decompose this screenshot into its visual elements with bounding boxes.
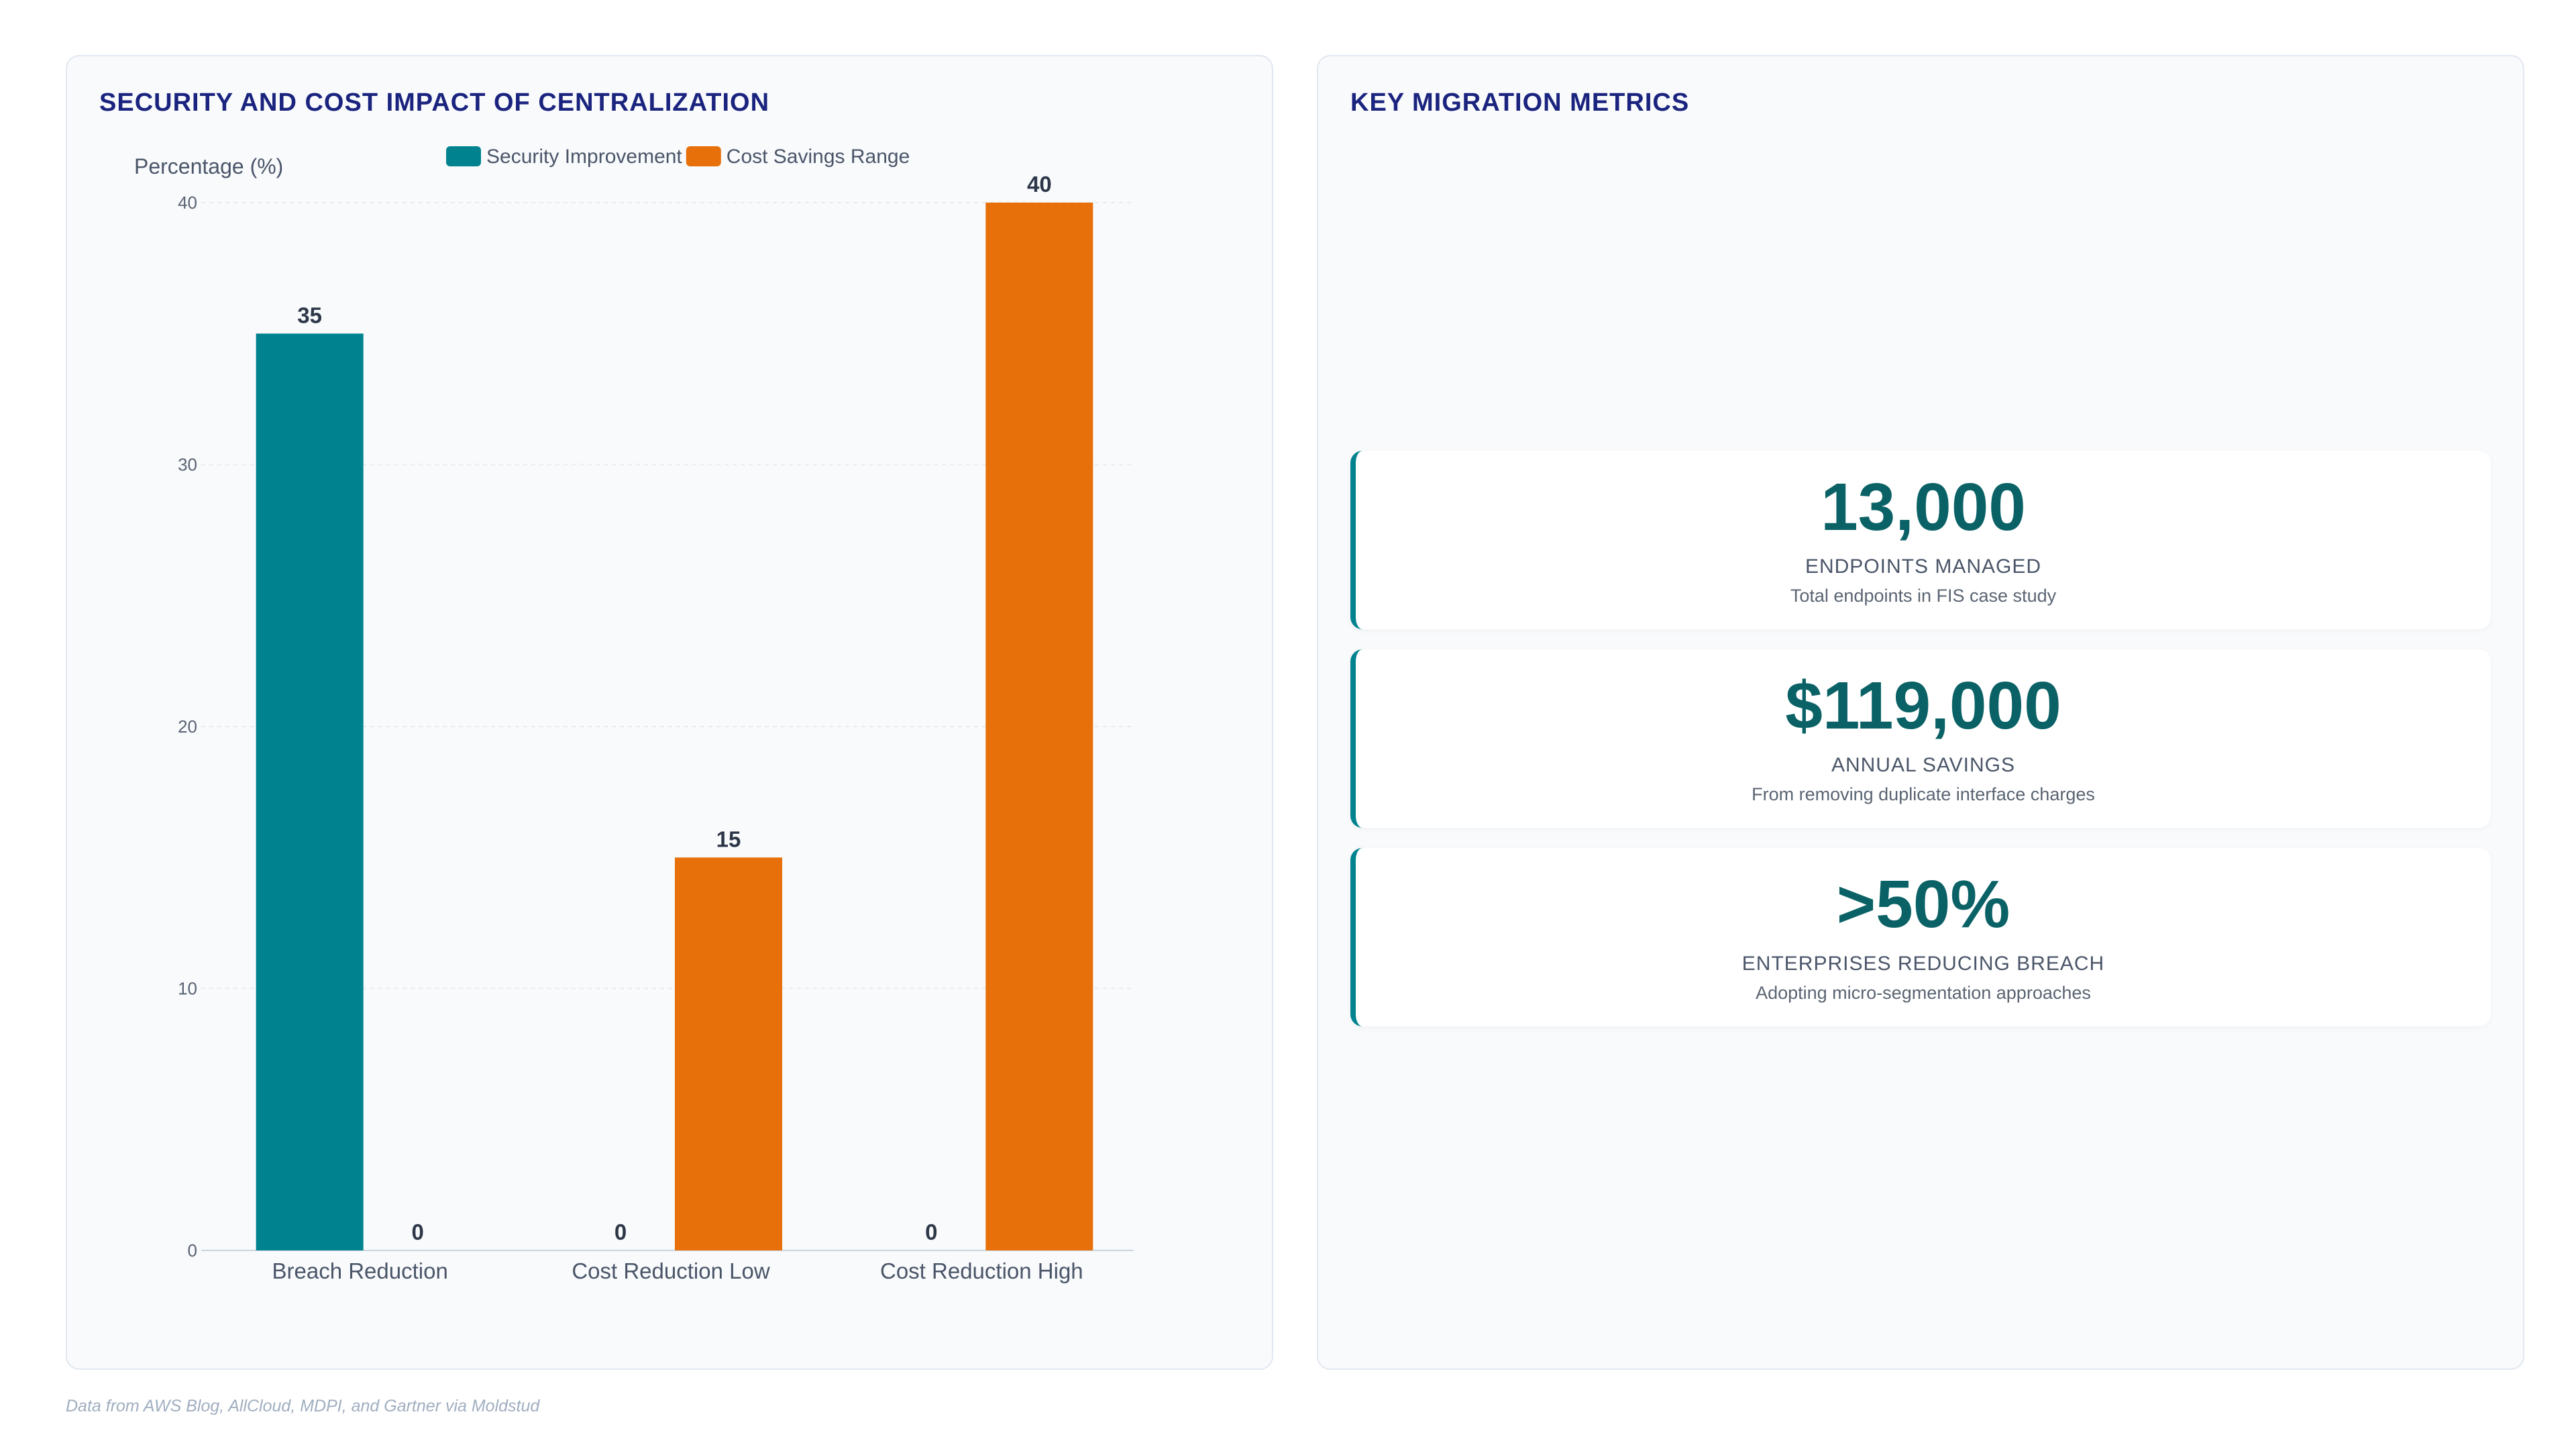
metric-description: Total endpoints in FIS case study [1790, 586, 2057, 606]
legend-label: Cost Savings Range [727, 146, 910, 168]
data-label: 40 [1027, 172, 1052, 197]
metric-card-endpoints: 13,000 ENDPOINTS MANAGED Total endpoints… [1350, 451, 2491, 629]
metric-card-breach: >50% ENTERPRISES REDUCING BREACH Adoptin… [1350, 848, 2491, 1026]
y-tick-label: 0 [188, 1240, 197, 1260]
y-tick-label: 20 [178, 716, 197, 737]
y-axis-label: Percentage (%) [134, 154, 283, 178]
metrics-panel: KEY MIGRATION METRICS 13,000 ENDPOINTS M… [1317, 55, 2524, 1370]
legend-swatch [686, 146, 721, 166]
metric-label: ANNUAL SAVINGS [1831, 754, 2016, 776]
metric-card-savings: $119,000 ANNUAL SAVINGS From removing du… [1350, 649, 2491, 828]
legend-label: Security Improvement [486, 146, 682, 168]
metric-description: Adopting micro-segmentation approaches [1756, 983, 2091, 1003]
metric-value: >50% [1836, 867, 2010, 942]
metric-description: From removing duplicate interface charge… [1752, 784, 2095, 804]
source-footnote: Data from AWS Blog, AllCloud, MDPI, and … [66, 1397, 540, 1415]
bar-security-improvement [256, 333, 364, 1250]
bar-cost-savings-range [985, 203, 1093, 1250]
metric-label: ENDPOINTS MANAGED [1805, 555, 2042, 578]
x-tick-label: Breach Reduction [272, 1258, 448, 1283]
x-tick-label: Cost Reduction High [880, 1258, 1083, 1283]
metric-label: ENTERPRISES REDUCING BREACH [1741, 953, 2105, 975]
data-label: 0 [925, 1220, 937, 1244]
data-label: 35 [297, 303, 322, 327]
chart-title: SECURITY AND COST IMPACT OF CENTRALIZATI… [99, 89, 770, 117]
data-label: 0 [614, 1220, 627, 1244]
y-tick-label: 40 [178, 193, 197, 213]
legend-swatch [446, 146, 481, 166]
data-label: 15 [716, 826, 741, 851]
y-tick-label: 30 [178, 455, 197, 475]
chart-panel: SECURITY AND COST IMPACT OF CENTRALIZATI… [66, 55, 1273, 1370]
data-label: 0 [411, 1220, 423, 1244]
metric-value: $119,000 [1785, 668, 2061, 743]
x-tick-label: Cost Reduction Low [572, 1258, 769, 1283]
bar-chart: Percentage (%) 0 10 20 30 40 35 0 Breach Reducti… [134, 146, 1134, 1283]
metric-value: 13,000 [1821, 470, 2026, 545]
metrics-title: KEY MIGRATION METRICS [1350, 89, 1690, 117]
bar-cost-savings-range [675, 857, 782, 1250]
y-tick-label: 10 [178, 979, 197, 999]
